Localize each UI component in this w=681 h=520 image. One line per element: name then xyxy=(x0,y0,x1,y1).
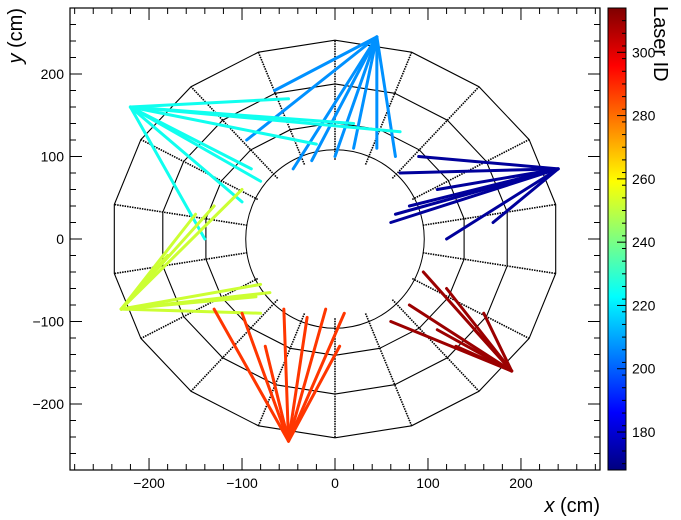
y-axis-unit: (cm) xyxy=(5,8,27,48)
colorbar-tick-label: 240 xyxy=(632,234,656,250)
laser-track xyxy=(212,307,291,443)
laser-track xyxy=(240,311,291,443)
plot-frame xyxy=(69,7,601,471)
laser-track xyxy=(375,35,397,158)
laser-track xyxy=(407,167,560,208)
laser-track xyxy=(352,35,379,150)
sector-divider xyxy=(257,313,306,427)
laser-track xyxy=(472,328,514,373)
laser-track xyxy=(291,35,379,171)
laser-track xyxy=(407,303,514,373)
y-tick-label: 100 xyxy=(41,149,65,165)
colorbar xyxy=(607,7,627,471)
laser-288 xyxy=(212,307,346,443)
x-axis-title: x (cm) xyxy=(543,495,600,517)
laser-track xyxy=(445,167,560,241)
laser-track xyxy=(128,105,263,183)
colorbar-tick-label: 300 xyxy=(632,44,656,60)
laser-track xyxy=(128,105,402,134)
colorbar-tick-label: 180 xyxy=(632,424,656,440)
laser-track xyxy=(287,307,328,443)
colorbar-ticks: 180 200 220 240 260 280 300 xyxy=(617,20,656,465)
laser-track xyxy=(398,167,560,175)
laser-track xyxy=(119,307,263,315)
laser-tracks xyxy=(119,35,560,443)
detector-sector-grid xyxy=(113,39,557,439)
colorbar-title: Laser ID xyxy=(649,6,671,82)
laser-track xyxy=(454,344,514,373)
laser-track xyxy=(245,35,379,142)
laser-track xyxy=(119,282,263,311)
laser-track xyxy=(282,307,291,443)
laser-track xyxy=(119,212,198,311)
laser-track xyxy=(482,311,514,373)
laser-track xyxy=(287,315,309,443)
sector-divider xyxy=(391,86,480,179)
sector-divider xyxy=(257,51,306,165)
laser-252 xyxy=(119,188,272,315)
laser-track xyxy=(128,105,318,146)
sector-divider xyxy=(391,299,480,392)
x-axis-unit: (cm) xyxy=(560,495,600,517)
y-axis-var: y xyxy=(5,53,27,66)
laser-track xyxy=(491,167,560,224)
sector-divider xyxy=(411,277,530,340)
sector-divider xyxy=(364,313,413,427)
colorbar-tick-label: 200 xyxy=(632,361,656,377)
laser-track xyxy=(333,35,379,158)
laser-track xyxy=(310,35,379,163)
sector-divider xyxy=(140,277,259,340)
x-tick-label: 0 xyxy=(331,475,339,491)
x-tick-label: 200 xyxy=(509,475,533,491)
x-axis-var: x xyxy=(543,495,555,517)
y-tick-label: 0 xyxy=(56,231,64,247)
laser-track xyxy=(273,35,379,92)
sector-divider xyxy=(411,138,530,201)
laser-track xyxy=(287,311,346,443)
y-tick-label: −100 xyxy=(32,314,64,330)
axes: −200 −100 0 100 200 −200 −100 0 100 200 xyxy=(32,7,600,491)
laser-track xyxy=(389,167,560,224)
laser-310 xyxy=(389,270,514,373)
laser-track xyxy=(417,155,560,171)
y-tick-label: −200 xyxy=(32,396,64,412)
colorbar-tick-label: 280 xyxy=(632,108,656,124)
colorbar-tick-label: 220 xyxy=(632,297,656,313)
laser-track xyxy=(128,105,244,204)
laser-track xyxy=(263,344,291,443)
x-tick-label: −200 xyxy=(133,475,165,491)
laser-track xyxy=(128,97,291,109)
laser-track xyxy=(119,188,244,311)
sector-divider xyxy=(140,138,259,201)
laser-track xyxy=(119,295,258,311)
colorbar-tick-label: 260 xyxy=(632,171,656,187)
laser-track xyxy=(435,167,560,191)
x-tick-label: −100 xyxy=(226,475,258,491)
x-tick-label: 100 xyxy=(416,475,440,491)
y-axis-title: y (cm) xyxy=(5,8,27,66)
laser-172 xyxy=(389,155,560,241)
y-tick-label: 200 xyxy=(41,66,65,82)
